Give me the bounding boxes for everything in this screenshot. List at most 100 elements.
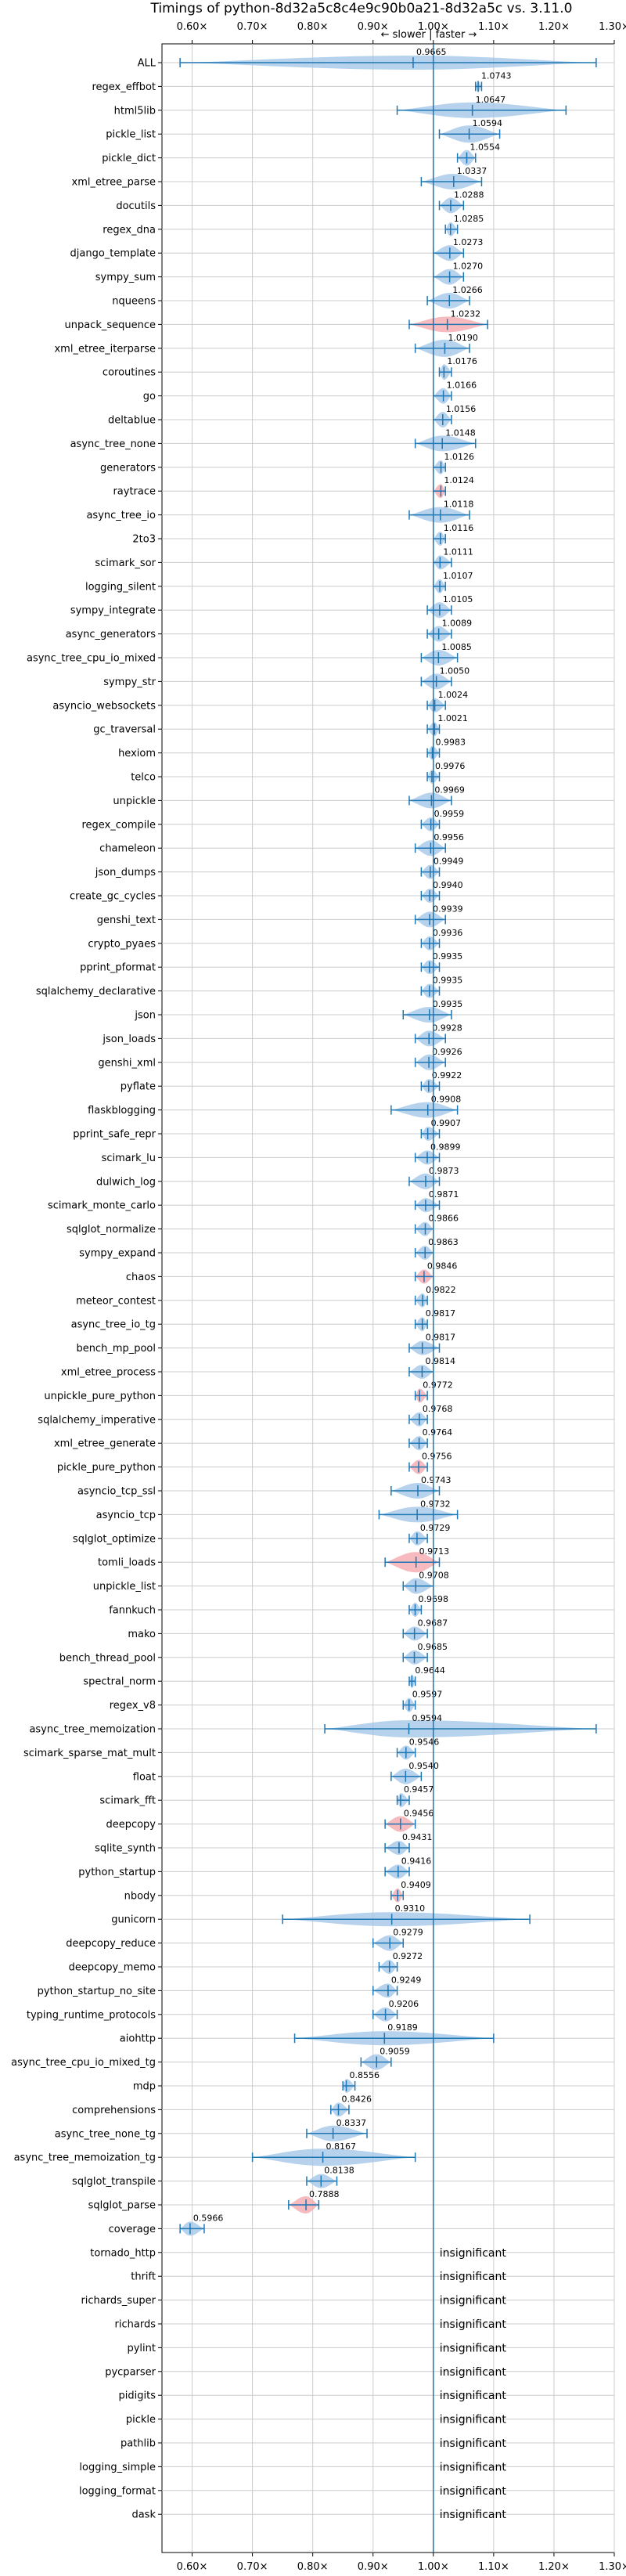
benchmark-row: async_tree_cpu_io_mixed_tg 0.9059 [11,2047,614,2070]
value-label: 0.8337 [336,2118,367,2128]
benchmark-row: unpack_sequence 1.0232 [64,308,614,333]
benchmark-label: scimark_sor [95,557,156,569]
benchmark-label: xml_etree_generate [54,1438,156,1450]
insignificant-label: insignificant [440,2390,507,2402]
benchmark-label: logging_format [79,2485,156,2497]
benchmark-row: sqlalchemy_imperative 0.9768 [38,1404,614,1427]
value-label: 0.9456 [404,1809,434,1819]
benchmark-label: logging_simple [79,2462,156,2473]
value-label: 0.9687 [418,1618,448,1628]
benchmark-row: sqlglot_optimize 0.9729 [73,1523,614,1546]
benchmark-row: scimark_sor 1.0111 [95,547,614,570]
benchmark-label: sqlglot_transpile [72,2176,156,2188]
benchmark-row: pidigits insignificant [119,2390,614,2402]
benchmark-row: bench_thread_pool 0.9685 [59,1642,614,1665]
benchmark-label: pickle_list [106,129,156,141]
value-label: 1.0166 [447,381,477,391]
benchmark-row: dask insignificant [131,2509,614,2521]
benchmark-label: thrift [131,2271,156,2283]
value-label: 0.9959 [434,809,465,819]
benchmark-label: sqlglot_normalize [67,1224,156,1236]
benchmark-label: async_tree_cpu_io_mixed [27,653,156,665]
benchmark-label: go [143,391,156,402]
benchmark-label: pathlib [121,2438,156,2450]
benchmark-label: pidigits [119,2390,156,2402]
benchmark-row: json_dumps 0.9949 [95,857,614,879]
value-label: 1.0107 [443,571,473,581]
benchmark-row: python_startup 0.9416 [78,1856,614,1879]
benchmark-label: deepcopy_memo [69,1962,156,1974]
benchmark-label: asyncio_tcp [96,1510,156,1521]
benchmark-row: comprehensions 0.8426 [72,2094,614,2117]
benchmark-label: typing_runtime_protocols [27,2009,156,2021]
benchmark-label: deepcopy [106,1819,156,1831]
x-tick-label-bottom: 1.20× [538,2561,570,2573]
value-label: 0.9764 [423,1427,453,1438]
benchmark-label: json_dumps [95,867,156,879]
plot-frame [161,43,615,2553]
benchmark-row: telco 0.9976 [131,761,614,784]
benchmark-row: xml_etree_generate 0.9764 [54,1427,614,1451]
benchmark-row: scimark_sparse_mat_mult 0.9546 [23,1737,614,1760]
benchmark-row: float 0.9540 [133,1761,614,1784]
value-label: 1.0743 [481,70,512,81]
benchmark-row: sqlglot_parse 0.7888 [88,2189,614,2213]
benchmark-row: richards_super insignificant [81,2295,614,2307]
x-tick-label-bottom: 0.60× [177,2561,208,2573]
benchmark-label: pycparser [105,2366,156,2378]
benchmark-label: xml_etree_iterparse [54,343,156,355]
benchmark-label: richards [115,2319,156,2331]
value-label: 1.0050 [440,666,470,676]
benchmark-row: async_tree_cpu_io_mixed 1.0085 [27,642,614,666]
value-label: 0.9922 [432,1070,462,1081]
benchmark-row: logging_simple insignificant [79,2461,614,2473]
benchmark-row: pickle_pure_python 0.9756 [57,1452,614,1474]
value-label: 0.9431 [402,1832,433,1842]
benchmark-label: generators [100,462,156,474]
value-label: 0.9540 [408,1761,439,1771]
benchmark-label: dask [131,2509,156,2521]
value-label: 0.9189 [387,2022,418,2033]
value-label: 0.9768 [423,1404,453,1414]
benchmark-label: async_tree_none [70,438,156,450]
benchmark-row: deltablue 1.0156 [108,404,614,428]
benchmark-row: async_tree_none_tg 0.8337 [55,2118,614,2141]
benchmark-label: nbody [124,1890,156,1902]
value-label: 0.8426 [341,2094,372,2104]
benchmark-label: python_startup [78,1867,156,1878]
benchmark-row: flaskblogging 0.9908 [88,1095,614,1118]
benchmark-label: scimark_sparse_mat_mult [23,1748,156,1759]
value-label: 0.9729 [420,1523,451,1533]
benchmark-row: xml_etree_parse 1.0337 [72,166,614,189]
benchmark-label: json [134,1010,156,1022]
x-tick-label-bottom: 0.70× [237,2561,268,2573]
benchmark-row: mdp 0.8556 [133,2070,614,2093]
benchmark-label: sqlglot_parse [88,2200,156,2212]
benchmark-row: ALL 0.9665 [138,47,614,70]
benchmark-row: sympy_str 1.0050 [103,666,614,690]
grid-lines [192,44,615,2553]
benchmark-label: unpickle_pure_python [44,1391,156,1402]
value-label: 0.9822 [426,1285,456,1295]
benchmark-label: xml_etree_process [61,1367,156,1379]
benchmark-row: sympy_integrate 1.0105 [70,594,614,619]
benchmark-label: richards_super [81,2295,156,2307]
benchmark-row: coverage 0.5966 [109,2213,614,2236]
benchmark-label: mdp [133,2081,156,2093]
value-label: 0.9713 [419,1546,450,1557]
benchmark-label: nqueens [112,296,156,308]
benchmark-row: spectral_norm 0.9644 [83,1665,614,1689]
benchmark-label: coverage [109,2224,156,2235]
value-label: 0.9908 [431,1095,462,1105]
benchmark-row: unpickle 0.9969 [113,785,614,809]
benchmark-label: sympy_sum [95,272,156,283]
benchmark-row: crypto_pyaes 0.9936 [88,928,614,951]
benchmark-label: ALL [138,58,156,70]
insignificant-label: insignificant [440,2509,507,2521]
benchmark-row: sqlite_synth 0.9431 [95,1832,614,1855]
benchmark-label: async_generators [66,629,156,640]
benchmark-label: xml_etree_parse [72,177,156,189]
benchmark-row: chaos 0.9846 [126,1261,614,1284]
